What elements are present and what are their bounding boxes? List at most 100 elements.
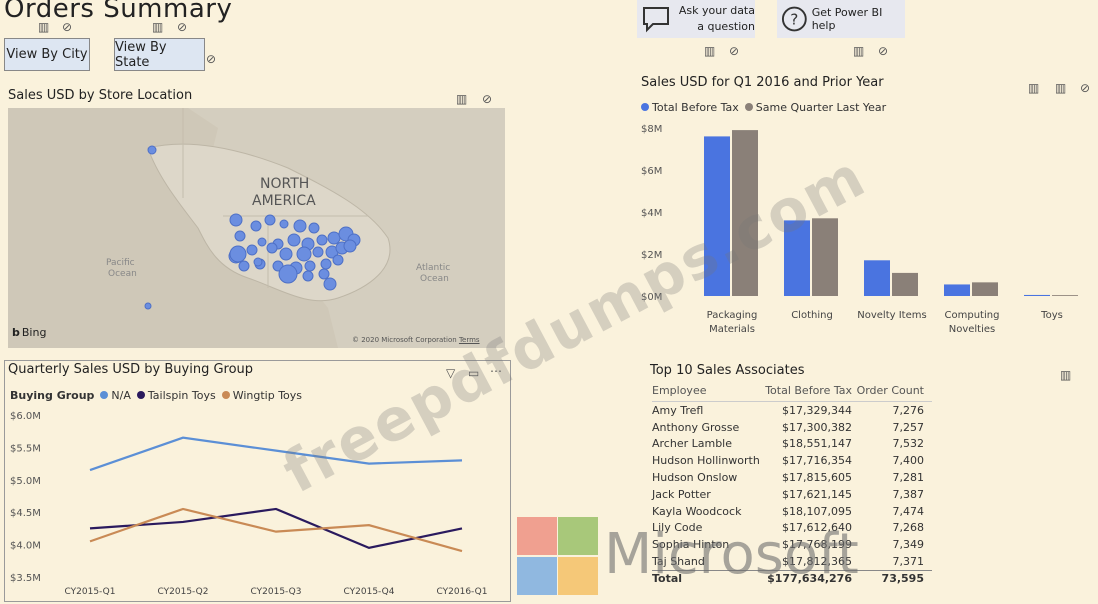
block-icon[interactable]: ⊘ xyxy=(1080,81,1091,95)
bar[interactable] xyxy=(864,260,890,296)
store-location-marker[interactable] xyxy=(320,258,332,270)
chart-icon[interactable]: ▥ xyxy=(1055,81,1067,95)
block-icon[interactable]: ⊘ xyxy=(206,52,217,66)
bar[interactable] xyxy=(972,282,998,296)
store-location-marker[interactable] xyxy=(293,219,307,233)
table-row[interactable]: Amy Trefl $17,329,344 7,276 xyxy=(652,402,932,419)
get-help-button[interactable]: ? Get Power BI help xyxy=(777,0,905,38)
series-line[interactable] xyxy=(89,507,463,553)
store-location-marker[interactable] xyxy=(332,254,344,266)
store-location-marker[interactable] xyxy=(279,219,289,229)
block-icon[interactable]: ⊘ xyxy=(177,20,188,34)
store-location-marker[interactable] xyxy=(234,230,246,242)
map-copyright: © 2020 Microsoft Corporation Terms xyxy=(352,336,480,344)
line-chart-panel[interactable] xyxy=(4,360,511,602)
store-location-marker[interactable] xyxy=(250,220,262,232)
line-chart-title: Quarterly Sales USD by Buying Group xyxy=(8,362,254,377)
table-row[interactable]: Hudson Onslow $17,815,605 7,281 xyxy=(652,469,932,486)
table-cell: Sophia Hinton xyxy=(652,538,730,552)
bar[interactable] xyxy=(1052,295,1078,296)
table-row[interactable]: Lily Code $17,612,640 7,268 xyxy=(652,520,932,537)
line-chart-svg: $6.0M $5.5M $5.0M $4.5M $4.0M $3.5M CY2015-Q1 C… xyxy=(10,411,487,597)
filter-icon[interactable]: ▽ xyxy=(446,366,456,380)
view-by-state-button[interactable]: View By State xyxy=(114,38,205,71)
store-location-marker[interactable] xyxy=(266,242,278,254)
bar[interactable] xyxy=(1024,294,1050,296)
store-location-marker[interactable] xyxy=(312,246,324,258)
column-header[interactable]: Total Before Tax xyxy=(765,384,852,397)
store-location-marker[interactable] xyxy=(287,233,301,247)
store-location-marker[interactable] xyxy=(316,234,328,246)
chart-icon[interactable]: ▥ xyxy=(1060,368,1072,382)
legend-item: Tailspin Toys xyxy=(136,389,216,402)
table-row[interactable]: Jack Potter $17,621,145 7,387 xyxy=(652,486,932,503)
bar[interactable] xyxy=(704,136,730,296)
store-location-marker[interactable] xyxy=(279,247,293,261)
store-location-marker[interactable] xyxy=(144,302,152,310)
store-location-marker[interactable] xyxy=(296,246,312,262)
store-location-marker[interactable] xyxy=(278,264,298,284)
map-canvas[interactable]: NORTH AMERICA Pacific Ocean Atlantic Oce… xyxy=(8,108,505,348)
legend-item: N/A xyxy=(100,389,131,402)
table-cell: Taj Shand xyxy=(652,555,705,569)
y-tick-label: $0M xyxy=(641,292,662,303)
bar[interactable] xyxy=(812,218,838,296)
store-location-marker[interactable] xyxy=(257,237,267,247)
bar[interactable] xyxy=(944,284,970,296)
table-row[interactable]: Kayla Woodcock $18,107,095 7,474 xyxy=(652,503,932,520)
store-location-marker[interactable] xyxy=(229,213,243,227)
chart-icon[interactable]: ▥ xyxy=(38,20,50,34)
table-row[interactable]: Taj Shand $17,812,365 7,371 xyxy=(652,553,932,570)
ask-question-button[interactable]: Ask your data a question xyxy=(637,0,755,38)
y-tick-label: $2M xyxy=(641,250,662,261)
focus-icon[interactable]: ▭ xyxy=(468,366,480,380)
block-icon[interactable]: ⊘ xyxy=(62,20,73,34)
store-location-marker[interactable] xyxy=(308,222,320,234)
chart-icon[interactable]: ▥ xyxy=(152,20,164,34)
store-location-marker[interactable] xyxy=(229,245,247,263)
store-location-marker[interactable] xyxy=(246,244,258,256)
block-icon[interactable]: ⊘ xyxy=(729,44,740,58)
table-cell: 7,268 xyxy=(892,521,925,535)
bar-chart-title: Sales USD for Q1 2016 and Prior Year xyxy=(641,75,884,90)
store-location-marker[interactable] xyxy=(304,260,316,272)
store-location-marker[interactable] xyxy=(318,268,330,280)
bar[interactable] xyxy=(892,272,918,296)
table-cell: $17,621,145 xyxy=(782,487,852,501)
chart-icon[interactable]: ▥ xyxy=(456,92,468,106)
store-location-marker[interactable] xyxy=(253,257,263,267)
table-row[interactable]: Hudson Hollinworth $17,716,354 7,400 xyxy=(652,452,932,469)
table-total-row: Total $177,634,276 73,595 xyxy=(652,569,932,587)
table-cell: 7,349 xyxy=(892,538,925,552)
table-cell: Kayla Woodcock xyxy=(652,504,742,518)
more-options-icon[interactable]: ⋯ xyxy=(490,364,502,378)
table-row[interactable]: Anthony Grosse $17,300,382 7,257 xyxy=(652,419,932,436)
bar[interactable] xyxy=(784,220,810,296)
chart-icon[interactable]: ▥ xyxy=(704,44,716,58)
store-location-marker[interactable] xyxy=(343,239,357,253)
store-location-marker[interactable] xyxy=(238,260,250,272)
column-header[interactable]: Employee xyxy=(652,384,707,397)
bar[interactable] xyxy=(732,130,758,296)
table-row[interactable]: Sophia Hinton $17,768,199 7,349 xyxy=(652,536,932,553)
table-cell: $18,107,095 xyxy=(782,504,852,518)
series-line[interactable] xyxy=(89,436,463,472)
table-cell: 7,371 xyxy=(892,555,925,569)
block-icon[interactable]: ⊘ xyxy=(482,92,493,106)
store-location-marker[interactable] xyxy=(264,214,276,226)
column-header[interactable]: Order Count xyxy=(856,384,924,397)
store-location-marker[interactable] xyxy=(327,231,341,245)
region-label-north: NORTH xyxy=(260,176,310,192)
store-location-marker[interactable] xyxy=(302,270,314,282)
block-icon[interactable]: ⊘ xyxy=(878,44,889,58)
x-tick-label: Packaging xyxy=(707,310,758,321)
view-by-city-button[interactable]: View By City xyxy=(4,38,90,71)
terms-link[interactable]: Terms xyxy=(458,336,480,344)
line-legend: Buying Group N/A Tailspin Toys Wingtip T… xyxy=(10,389,302,402)
store-location-marker[interactable] xyxy=(323,277,337,291)
chart-icon[interactable]: ▥ xyxy=(1028,81,1040,95)
table-row[interactable]: Archer Lamble $18,551,147 7,532 xyxy=(652,436,932,453)
chart-icon[interactable]: ▥ xyxy=(853,44,865,58)
store-location-marker[interactable] xyxy=(147,145,157,155)
series-line[interactable] xyxy=(89,507,463,549)
